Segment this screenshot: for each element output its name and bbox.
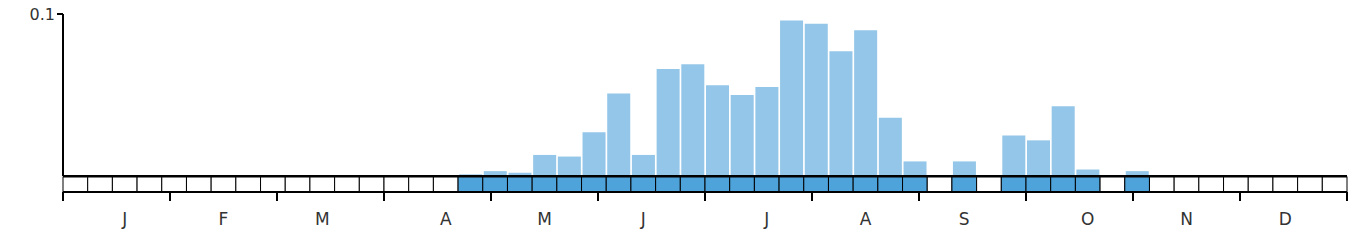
svg-text:D: D [1279, 209, 1292, 229]
svg-text:J: J [640, 209, 646, 229]
svg-text:J: J [763, 209, 769, 229]
svg-text:F: F [219, 209, 229, 229]
svg-text:A: A [860, 209, 872, 229]
svg-text:A: A [440, 209, 452, 229]
svg-text:J: J [121, 209, 127, 229]
svg-text:O: O [1081, 209, 1094, 229]
svg-text:S: S [959, 209, 970, 229]
svg-text:M: M [315, 209, 330, 229]
svg-text:0.1: 0.1 [30, 5, 55, 24]
svg-text:M: M [537, 209, 552, 229]
svg-text:N: N [1180, 209, 1193, 229]
